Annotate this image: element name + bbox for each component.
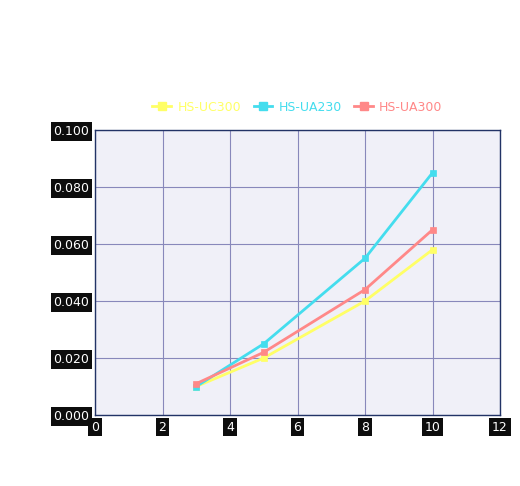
Text: Pressure loss data of Universal liquid cold plate (30℃): Pressure loss data of Universal liquid c… — [0, 21, 520, 39]
Legend: HS-UC300, HS-UA230, HS-UA300: HS-UC300, HS-UA230, HS-UA300 — [147, 96, 448, 119]
Text: Flow rate(ℓ/min): Flow rate(ℓ/min) — [242, 441, 354, 455]
Text: Pressure Loss(Mpa): Pressure Loss(Mpa) — [19, 206, 33, 340]
Text: Coolant: Antifreeze (with rust Inhibitor): Coolant: Antifreeze (with rust Inhibitor… — [205, 60, 450, 73]
